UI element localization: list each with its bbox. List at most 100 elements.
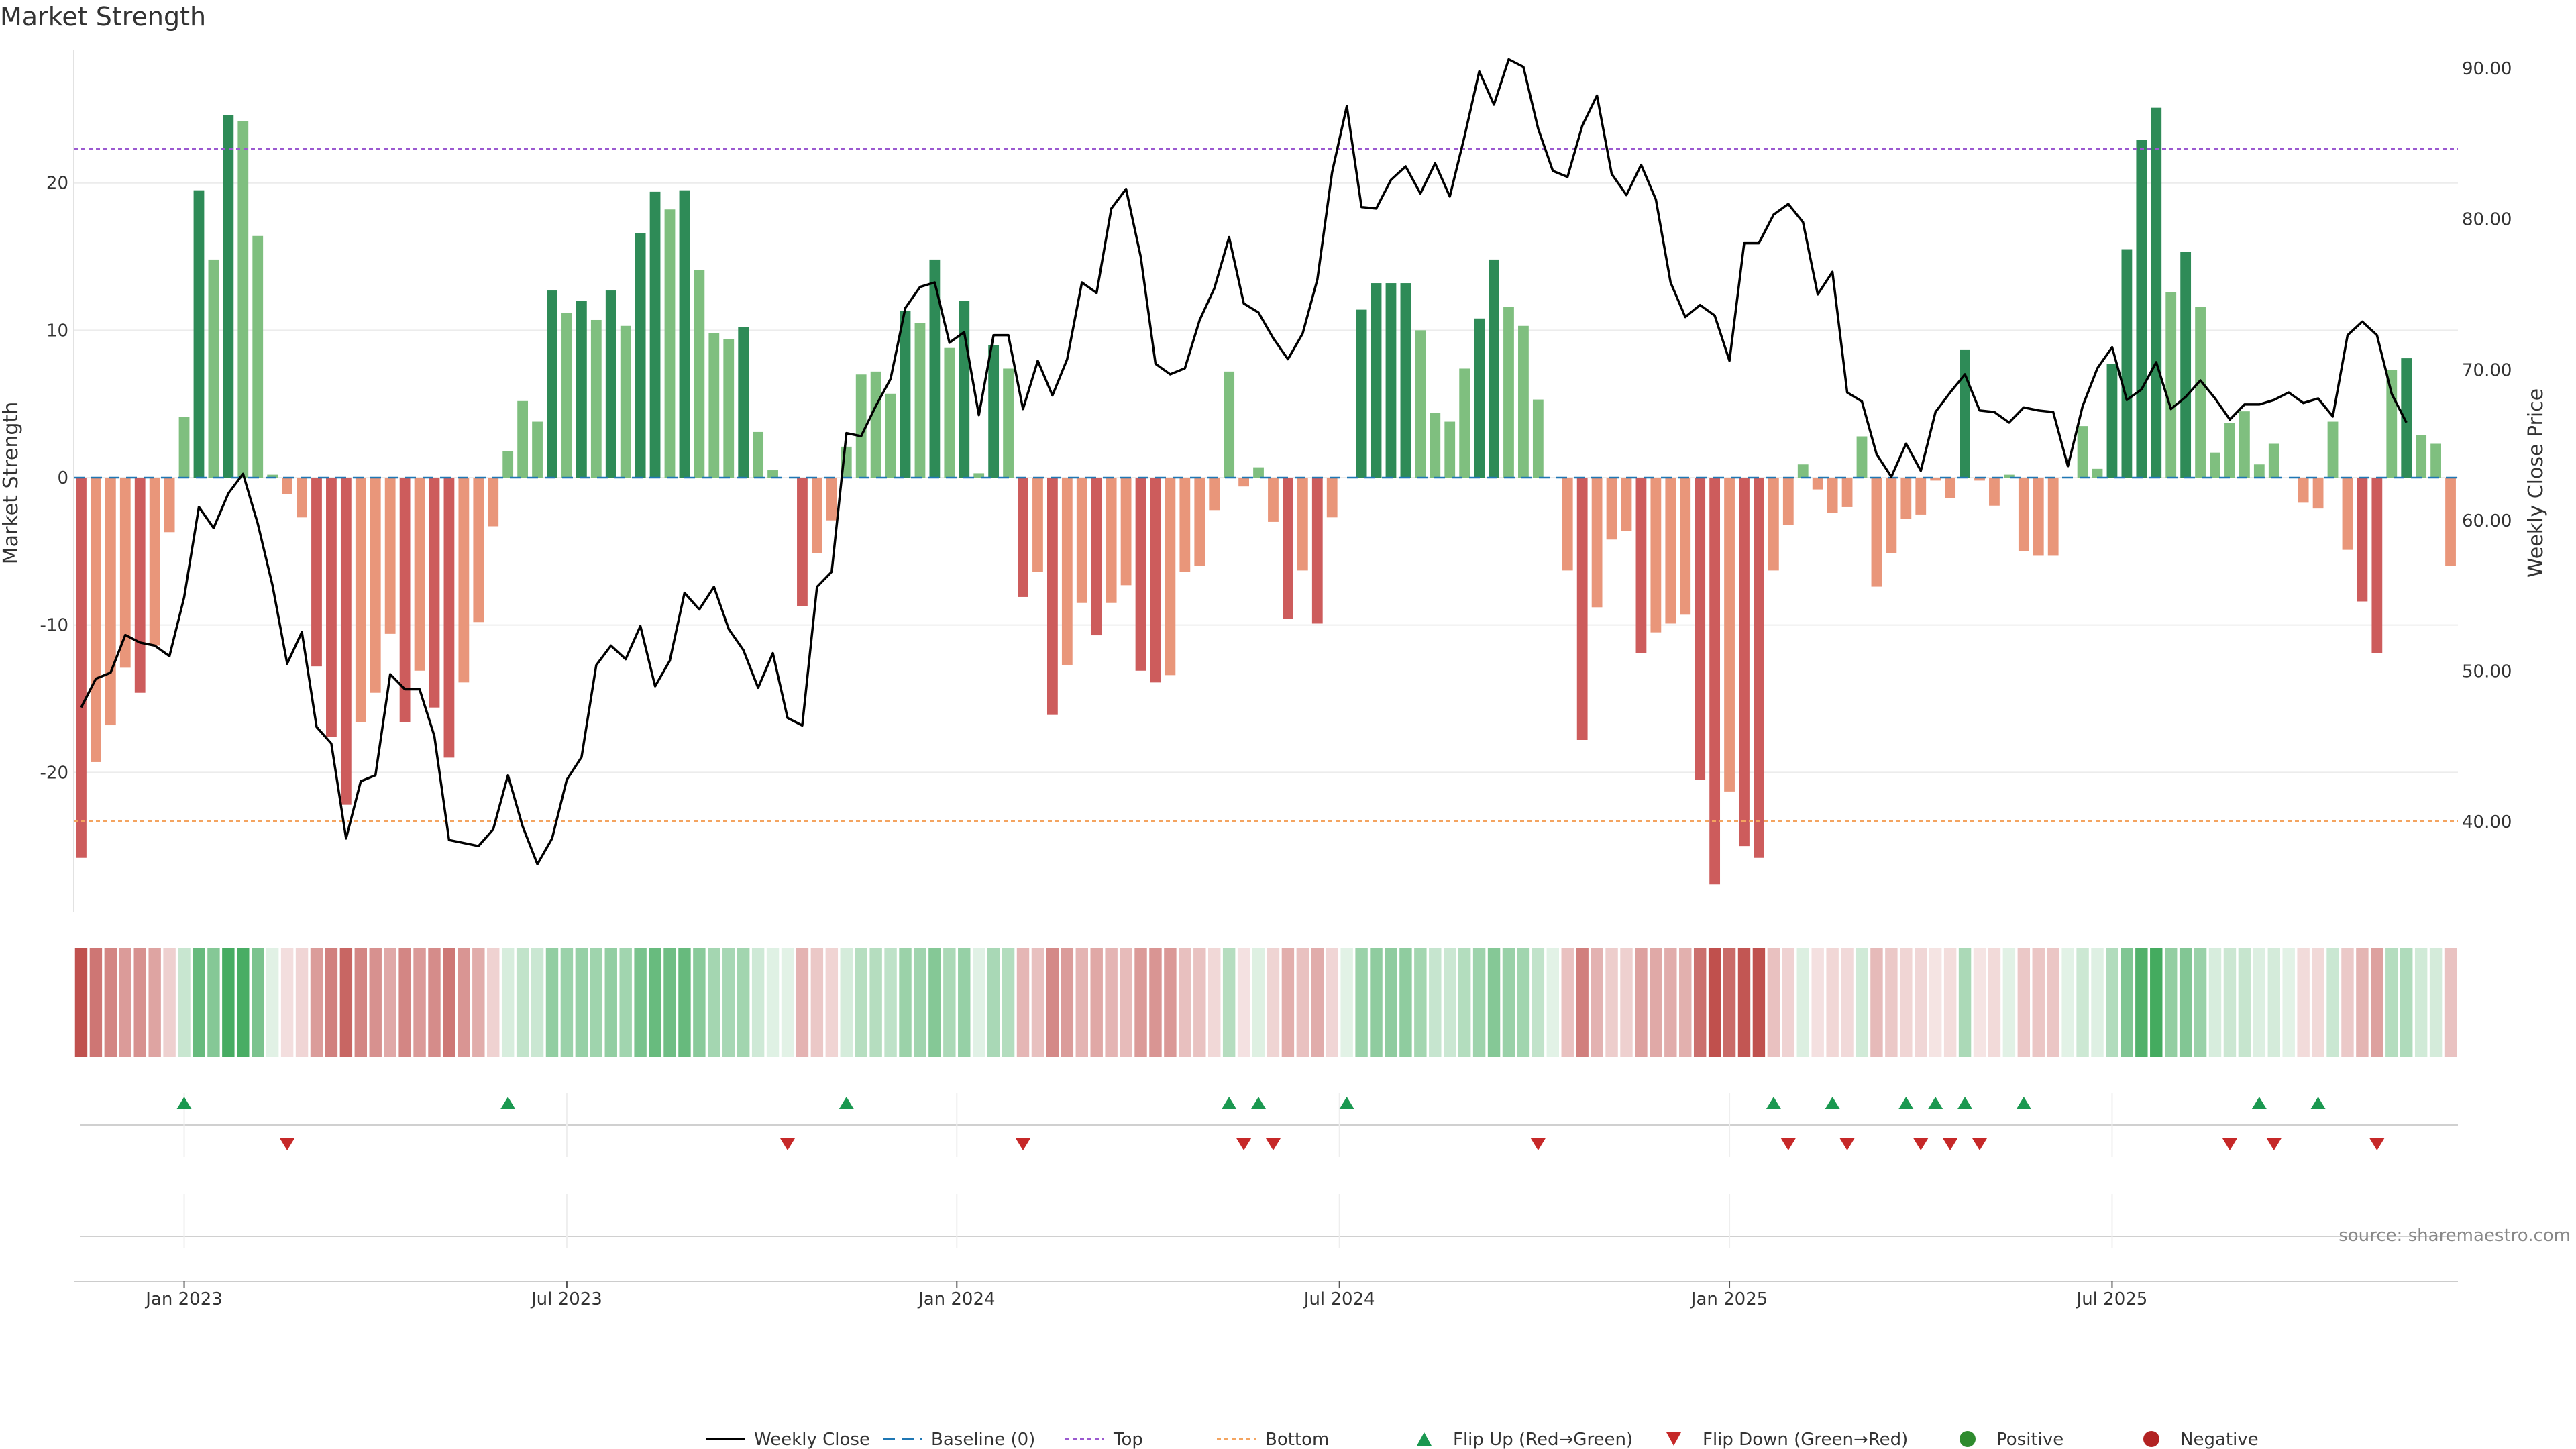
strength-bar (2298, 478, 2309, 503)
y-left-tick-label: -10 (40, 616, 68, 636)
flip-down-marker (1016, 1138, 1031, 1150)
strength-bar (2371, 478, 2383, 653)
strength-bar (1106, 478, 1117, 603)
heat-cell (899, 948, 912, 1057)
heat-cell (1929, 948, 1942, 1057)
heat-cell (384, 948, 396, 1057)
heat-cell (2135, 948, 2148, 1057)
strength-bar (1018, 478, 1028, 597)
heat-cell (1120, 948, 1132, 1057)
heat-cell (1841, 948, 1854, 1057)
heat-cell (722, 948, 735, 1057)
heat-cell (619, 948, 632, 1057)
strength-bar (1886, 478, 1897, 553)
heat-cell (2385, 948, 2398, 1057)
strength-bar (532, 421, 543, 478)
heat-cell (840, 948, 853, 1057)
heat-cell (796, 948, 809, 1057)
heat-cell (458, 948, 470, 1057)
legend-label: Flip Up (Red→Green) (1453, 1430, 1633, 1449)
axes: 20 10 0 -10 -20 90.00 80.00 70.00 60.00 50.00 40.0… (40, 50, 2512, 912)
legend-label: Baseline (0) (931, 1430, 1035, 1449)
strength-bar (1797, 464, 1809, 478)
y-right-tick-label: 80.00 (2462, 210, 2512, 230)
flip-up-marker (1222, 1097, 1237, 1109)
strength-bar (149, 478, 160, 646)
strength-bar (311, 478, 322, 667)
legend-label: Negative (2180, 1430, 2259, 1449)
strength-bar (1459, 368, 1470, 478)
heat-cell (1679, 948, 1692, 1057)
heat-cell (1723, 948, 1736, 1057)
strength-bar (105, 478, 116, 726)
heat-cell (2312, 948, 2324, 1057)
strength-bar (1415, 330, 1426, 478)
heat-cell (869, 948, 882, 1057)
strength-bar (855, 374, 867, 478)
strength-bar (870, 371, 881, 478)
heat-cell (2091, 948, 2104, 1057)
heat-cell (575, 948, 588, 1057)
heat-cell (1222, 948, 1236, 1057)
strength-bar (1606, 478, 1617, 540)
heat-cell (2400, 948, 2413, 1057)
legend-pos-swatch (1960, 1431, 1976, 1447)
heat-cell (531, 948, 544, 1057)
heat-cell (1885, 948, 1898, 1057)
heat-cell (1090, 948, 1103, 1057)
heat-cell (1737, 948, 1751, 1057)
strength-bar (1591, 478, 1603, 608)
heat-cell (545, 948, 559, 1057)
legend-label: Flip Down (Green→Red) (1703, 1430, 1908, 1449)
strength-bar (738, 327, 749, 478)
strength-bar (1989, 478, 2000, 506)
heat-cell (2341, 948, 2354, 1057)
strength-bar (1871, 478, 1882, 587)
heat-cell (2282, 948, 2295, 1057)
strength-bar (473, 478, 484, 623)
heat-cell (148, 948, 161, 1057)
heat-cell (1281, 948, 1295, 1057)
strength-bar (2180, 252, 2192, 478)
flip-down-marker (1839, 1138, 1855, 1150)
strength-bar (1518, 325, 1529, 478)
strength-bar (900, 311, 911, 478)
strength-bar (2121, 249, 2133, 478)
heat-cell (1811, 948, 1824, 1057)
heat-cell (1708, 948, 1721, 1057)
heat-cell (119, 948, 131, 1057)
flip-up-marker (1928, 1097, 1943, 1109)
heat-cell (2121, 948, 2133, 1057)
heat-cell (207, 948, 220, 1057)
strength-bar (2386, 370, 2398, 478)
strength-bar (753, 431, 764, 478)
heat-cell (2444, 948, 2457, 1057)
heat-cell (663, 948, 676, 1057)
flip-down-marker (1913, 1138, 1929, 1150)
strength-bar (1150, 478, 1161, 683)
heat-cell (1370, 948, 1383, 1057)
strength-bar (429, 478, 440, 708)
flip-down-marker (2222, 1138, 2237, 1150)
strength-bar (1061, 478, 1073, 665)
strength-bar (2210, 452, 2220, 478)
y-right-tick-label: 60.00 (2462, 511, 2512, 531)
strength-bar (458, 478, 470, 683)
heat-cell (2208, 948, 2222, 1057)
strength-bar (2239, 411, 2250, 478)
strength-bar (2018, 478, 2029, 551)
strength-bar (2195, 307, 2206, 478)
strength-bar (944, 347, 955, 478)
strength-bar (1194, 478, 1205, 566)
heat-cell (74, 948, 88, 1057)
strength-bar (679, 190, 690, 478)
heat-cell (1870, 948, 1883, 1057)
strength-bar (267, 474, 278, 478)
heat-cell (2164, 948, 2178, 1057)
flip-up-marker (500, 1097, 516, 1109)
heat-cell (252, 948, 264, 1057)
strength-bar (2327, 421, 2339, 478)
heat-cell (1856, 948, 1868, 1057)
strength-bar (1724, 478, 1735, 792)
